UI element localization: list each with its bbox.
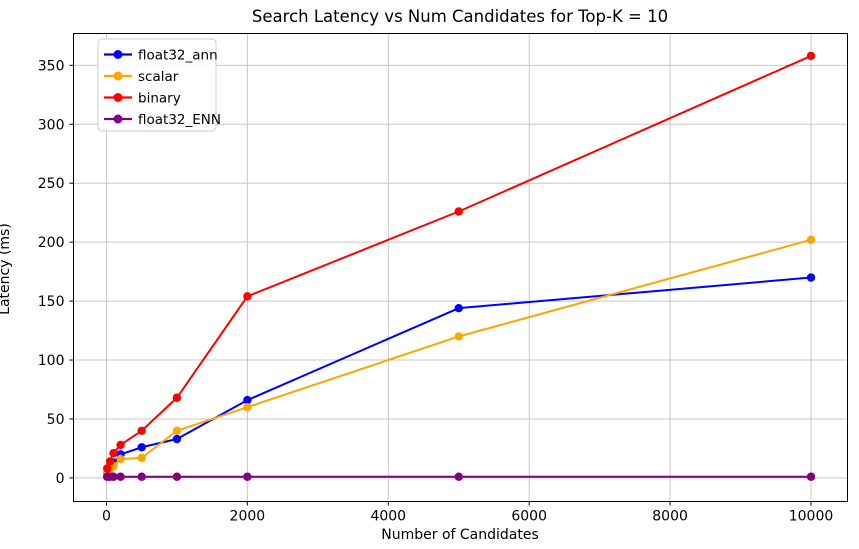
data-point-scalar [243,402,252,412]
y-tick-label: 0 [56,471,65,487]
data-point-binary [172,393,182,402]
data-point-float32_ann [243,395,252,405]
data-point-float32_ann [172,434,182,444]
data-point-scalar [137,453,146,463]
data-point-float32_ENN [172,472,182,481]
x-tick-label: 4000 [370,509,406,525]
y-tick-label: 200 [38,235,65,251]
data-point-float32_ENN [243,472,252,481]
chart-title: Search Latency vs Num Candidates for Top… [251,7,669,26]
data-point-float32_ENN [137,472,146,481]
data-point-binary [105,457,115,466]
data-point-binary [109,448,118,458]
plot-border [73,33,848,502]
y-axis-label: Latency (ms) [0,223,13,315]
legend-label-scalar: scalar [138,69,179,85]
data-point-float32_ENN [109,472,118,481]
data-point-float32_ann [454,303,463,313]
x-tick-label: 6000 [511,509,547,525]
data-point-float32_ENN [806,472,816,481]
data-point-scalar [116,454,125,464]
legend-swatch-marker-scalar [113,71,123,81]
data-point-binary [243,292,252,301]
legend-swatch-marker-float32_ann [113,50,123,59]
y-tick-label: 50 [47,412,65,428]
legend-label-float32_ENN: float32_ENN [138,112,221,128]
data-point-binary [116,440,125,450]
x-tick-label: 0 [102,509,111,525]
data-point-binary [137,426,146,435]
legend-label-float32_ann: float32_ann [138,48,218,64]
data-point-float32_ENN [116,472,125,481]
data-point-binary [454,207,463,216]
y-tick-label: 300 [38,117,65,133]
x-tick-label: 8000 [652,509,688,525]
legend-label-binary: binary [138,91,181,107]
data-point-scalar [806,235,816,244]
x-tick-label: 10000 [789,509,834,525]
y-tick-label: 350 [38,58,65,74]
y-tick-label: 100 [38,353,65,369]
x-axis-label: Number of Candidates [381,527,539,543]
data-point-binary [806,51,816,61]
data-point-scalar [454,332,463,341]
legend [97,38,217,132]
data-point-float32_ENN [454,472,463,481]
data-point-binary [102,464,112,473]
data-point-float32_ann [806,273,816,282]
x-tick-label: 2000 [230,509,266,525]
y-tick-label: 250 [38,176,65,192]
data-point-float32_ann [137,443,146,452]
legend-swatch-marker-binary [113,93,123,102]
y-tick-label: 150 [38,294,65,310]
data-point-scalar [172,426,182,435]
legend-swatch-marker-float32_ENN [113,114,123,124]
series-line-scalar [106,238,812,474]
